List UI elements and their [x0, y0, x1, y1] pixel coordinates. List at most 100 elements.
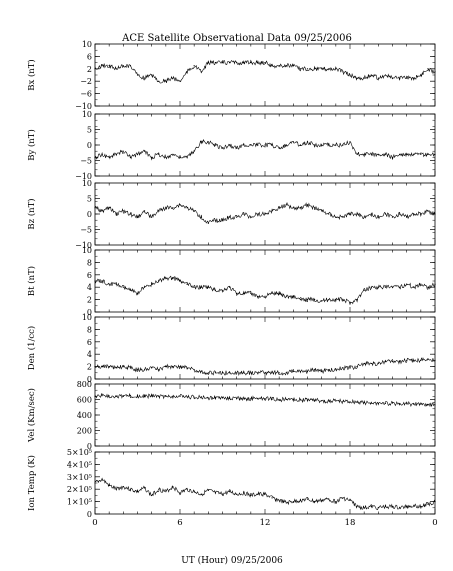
data-point — [101, 280, 103, 282]
data-point — [136, 216, 139, 218]
data-point — [179, 204, 181, 206]
y-tick-label: 6 — [87, 271, 92, 280]
data-point — [165, 80, 167, 82]
data-point — [321, 68, 323, 70]
data-point — [299, 68, 302, 70]
data-point — [143, 77, 146, 79]
data-point — [292, 370, 294, 373]
data-point — [158, 369, 160, 371]
y-tick-label: 600 — [77, 396, 92, 405]
data-point — [363, 216, 365, 218]
y-tick-label: −10 — [75, 241, 92, 250]
data-point — [406, 359, 408, 361]
data-point — [94, 482, 96, 484]
data-point — [257, 397, 259, 399]
data-point — [278, 398, 280, 401]
data-point — [143, 150, 146, 152]
data-point — [221, 147, 224, 149]
data-point — [165, 207, 167, 209]
data-point — [214, 396, 217, 399]
data-point — [398, 361, 401, 363]
data-point — [278, 372, 280, 374]
series-line — [94, 392, 436, 407]
data-point — [398, 213, 401, 215]
data-point — [356, 77, 358, 79]
data-point — [228, 144, 231, 146]
y-tick-label: 4×10⁵ — [67, 460, 92, 469]
data-point — [200, 216, 202, 218]
data-point — [420, 505, 422, 508]
data-point — [370, 213, 372, 215]
y-tick-label: 8 — [87, 258, 92, 267]
data-point — [306, 399, 309, 401]
data-point — [172, 153, 174, 155]
y-axis-label: Ion Temp (K) — [26, 455, 37, 511]
panel-1: 10 5 0 −5 −10 By (nT) — [26, 110, 436, 181]
data-point — [257, 144, 259, 146]
data-point — [165, 366, 167, 368]
data-point — [250, 216, 252, 218]
data-point — [306, 370, 309, 373]
data-point — [115, 367, 117, 369]
panel-5: 800 600 400 200 0 Vel (Km/sec) — [26, 380, 436, 451]
data-point — [420, 359, 422, 361]
data-point — [151, 283, 153, 285]
data-point — [129, 395, 132, 397]
data-point — [278, 292, 280, 294]
data-point — [122, 210, 124, 212]
y-tick-label: 5 — [87, 126, 92, 135]
data-point — [158, 80, 160, 82]
data-point — [356, 401, 358, 403]
data-point — [398, 153, 401, 155]
data-point — [186, 71, 188, 73]
data-point — [356, 299, 358, 301]
data-point — [391, 505, 394, 508]
data-point — [136, 395, 139, 397]
data-point — [313, 299, 316, 301]
x-tick-label: 12 — [260, 518, 271, 528]
data-point — [434, 404, 436, 406]
data-point — [328, 498, 330, 500]
data-point — [391, 361, 394, 363]
x-tick-label: 0 — [92, 518, 97, 528]
data-point — [165, 491, 167, 493]
data-point — [207, 286, 209, 288]
data-point — [122, 366, 124, 368]
data-point — [129, 289, 132, 291]
data-point — [420, 403, 422, 405]
data-point — [363, 77, 365, 79]
data-point — [264, 213, 266, 215]
data-point — [384, 153, 387, 155]
data-point — [299, 399, 302, 401]
data-point — [427, 68, 429, 70]
y-tick-label: 2 — [87, 363, 92, 372]
data-point — [172, 486, 174, 488]
data-point — [151, 494, 153, 496]
data-point — [398, 507, 401, 509]
data-point — [384, 361, 387, 363]
y-tick-label: 10 — [82, 110, 92, 119]
data-point — [264, 372, 266, 374]
data-point — [335, 400, 337, 402]
data-point — [313, 369, 316, 371]
y-tick-label: 800 — [77, 380, 92, 389]
data-point — [129, 213, 132, 215]
data-point — [207, 62, 209, 64]
y-axis-label: Den (1/cc) — [26, 326, 37, 370]
data-point — [101, 153, 103, 155]
data-point — [250, 494, 252, 496]
data-point — [299, 299, 302, 301]
data-point — [101, 478, 103, 480]
data-point — [186, 207, 188, 209]
data-point — [406, 216, 408, 218]
data-point — [101, 65, 103, 67]
data-point — [257, 295, 259, 298]
data-point — [94, 280, 96, 282]
data-point — [391, 156, 394, 158]
data-point — [250, 292, 252, 294]
data-point — [313, 68, 316, 70]
data-point — [108, 207, 110, 209]
data-point — [243, 492, 245, 494]
data-point — [172, 277, 174, 279]
data-point — [186, 396, 188, 398]
